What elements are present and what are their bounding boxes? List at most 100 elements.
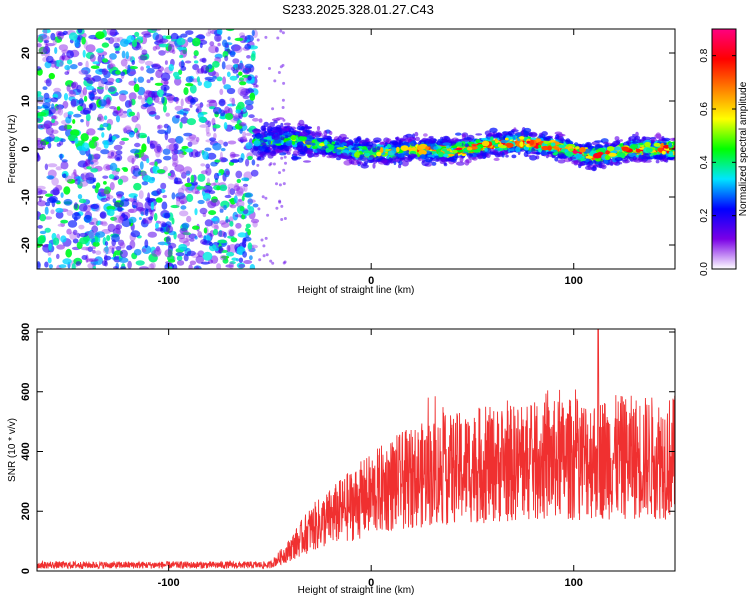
signal-cell xyxy=(318,132,323,137)
noise-cell xyxy=(148,176,155,184)
noise-cell xyxy=(249,255,253,261)
signal-cell xyxy=(580,158,587,162)
spectrogram-y-axis-label: Frequency (Hz) xyxy=(7,115,18,184)
noise-cell xyxy=(165,225,174,233)
noise-cell xyxy=(37,106,43,110)
signal-cell xyxy=(359,154,363,160)
signal-cell xyxy=(386,144,392,148)
noise-cell xyxy=(219,254,227,261)
noise-cell xyxy=(151,29,161,32)
y-tick-label: 20 xyxy=(20,47,32,59)
noise-cell xyxy=(142,217,147,225)
noise-cell xyxy=(92,249,96,254)
noise-cell xyxy=(247,242,253,250)
noise-cell xyxy=(42,102,51,109)
noise-cell xyxy=(50,32,56,41)
noise-cell xyxy=(174,76,182,80)
y-tick-label: -10 xyxy=(20,189,32,205)
noise-cell xyxy=(172,162,178,167)
noise-cell xyxy=(166,94,176,101)
noise-cell xyxy=(281,31,285,35)
noise-cell xyxy=(131,115,139,123)
noise-cell xyxy=(138,55,148,61)
noise-cell xyxy=(129,71,137,75)
noise-cell xyxy=(74,39,80,48)
noise-cell xyxy=(140,152,146,161)
signal-cell xyxy=(653,152,657,155)
noise-cell xyxy=(229,261,236,265)
noise-cell xyxy=(37,94,44,101)
noise-cell xyxy=(151,64,162,70)
noise-cell xyxy=(170,204,180,209)
noise-cell xyxy=(101,42,110,48)
noise-cell xyxy=(100,149,110,155)
signal-cell xyxy=(499,145,507,149)
noise-cell xyxy=(128,131,135,138)
noise-cell xyxy=(241,239,247,248)
noise-cell xyxy=(230,44,241,52)
noise-cell xyxy=(214,53,223,59)
signal-cell xyxy=(261,144,268,149)
noise-cell xyxy=(283,260,287,264)
noise-cell xyxy=(194,190,200,195)
noise-cell xyxy=(146,158,150,164)
noise-cell xyxy=(210,255,219,264)
noise-cell xyxy=(43,39,50,44)
noise-cell xyxy=(37,43,42,48)
signal-cell xyxy=(318,143,325,147)
signal-cell xyxy=(529,139,535,146)
noise-cell xyxy=(198,116,207,123)
noise-cell xyxy=(80,133,89,142)
noise-cell xyxy=(102,175,109,179)
noise-cell xyxy=(283,155,287,159)
noise-cell xyxy=(92,185,96,189)
noise-cell xyxy=(64,64,71,71)
noise-cell xyxy=(273,79,277,83)
noise-cell xyxy=(156,125,161,130)
noise-cell xyxy=(181,172,187,179)
noise-cell xyxy=(280,156,284,160)
noise-cell xyxy=(44,206,49,215)
noise-cell xyxy=(228,229,235,237)
noise-cell xyxy=(79,232,88,238)
noise-cell xyxy=(242,251,248,258)
noise-cell xyxy=(166,144,175,150)
noise-cell xyxy=(88,258,99,262)
signal-cell xyxy=(268,147,273,151)
noise-cell xyxy=(156,188,162,195)
noise-cell xyxy=(44,61,52,69)
signal-cell xyxy=(255,134,263,138)
noise-cell xyxy=(252,117,259,122)
noise-cell xyxy=(163,86,167,96)
y-tick-label: 0 xyxy=(20,568,32,574)
noise-cell xyxy=(206,132,211,137)
signal-cell xyxy=(543,138,551,142)
signal-cell xyxy=(604,154,611,161)
noise-cell xyxy=(38,235,46,244)
noise-cell xyxy=(52,93,59,99)
noise-cell xyxy=(282,182,286,186)
signal-cell xyxy=(323,130,328,137)
noise-cell xyxy=(37,139,43,148)
noise-cell xyxy=(61,173,67,179)
noise-cell xyxy=(152,165,157,171)
signal-cell xyxy=(563,157,572,163)
signal-cell xyxy=(661,150,666,155)
noise-cell xyxy=(98,99,108,107)
noise-cell xyxy=(72,229,78,236)
noise-cell xyxy=(63,198,73,206)
noise-cell xyxy=(45,193,53,197)
signal-cell xyxy=(415,136,420,142)
noise-cell xyxy=(153,247,162,255)
noise-cell xyxy=(237,232,247,238)
noise-cell xyxy=(140,66,145,71)
noise-cell xyxy=(48,109,52,116)
noise-cell xyxy=(154,161,158,168)
noise-cell xyxy=(66,84,71,92)
signal-cell xyxy=(263,136,272,140)
noise-cell xyxy=(254,75,258,79)
noise-cell xyxy=(154,82,163,86)
noise-cell xyxy=(103,254,108,262)
noise-cell xyxy=(66,210,74,216)
